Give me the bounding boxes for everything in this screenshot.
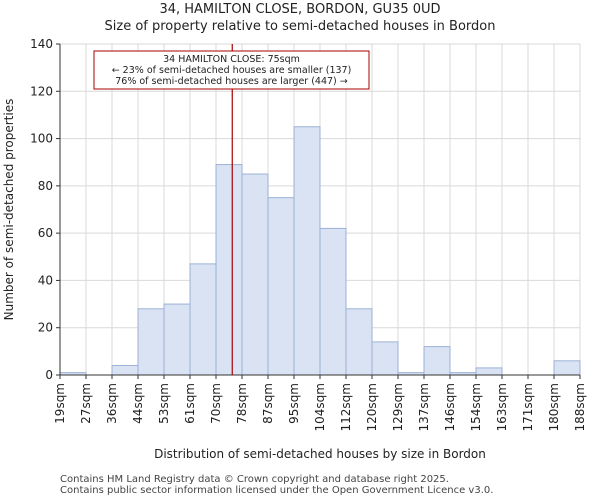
annotation-line: 34 HAMILTON CLOSE: 75sqm — [163, 54, 300, 65]
x-tick-label: 137sqm — [417, 383, 431, 431]
histogram-bar — [267, 197, 295, 376]
y-tick-label: 60 — [38, 226, 53, 240]
x-tick-label: 44sqm — [131, 383, 145, 424]
y-tick-label: 0 — [45, 368, 53, 382]
x-tick-label: 87sqm — [261, 383, 275, 424]
x-axis-label: Distribution of semi-detached houses by … — [154, 447, 486, 461]
histogram-bar — [371, 341, 399, 376]
y-axis-label: Number of semi-detached properties — [2, 99, 16, 321]
histogram-bar — [189, 263, 217, 376]
x-tick-label: 19sqm — [53, 383, 67, 424]
y-tick-label: 120 — [30, 84, 53, 98]
y-tick-label: 100 — [30, 132, 53, 146]
x-tick-label: 53sqm — [157, 383, 171, 424]
x-tick-label: 95sqm — [287, 383, 301, 424]
x-tick-label: 27sqm — [79, 383, 93, 424]
y-tick-label: 140 — [30, 37, 53, 51]
x-tick-label: 120sqm — [365, 383, 379, 431]
histogram-bar — [423, 346, 451, 376]
histogram-bar — [475, 367, 503, 376]
histogram-bar — [111, 365, 139, 376]
x-tick-label: 146sqm — [443, 383, 457, 431]
x-tick-label: 78sqm — [235, 383, 249, 424]
histogram-bar — [137, 308, 165, 376]
x-tick-label: 36sqm — [105, 383, 119, 424]
x-tick-label: 171sqm — [521, 383, 535, 431]
y-tick-label: 80 — [38, 179, 53, 193]
x-tick-label: 154sqm — [469, 383, 483, 431]
x-tick-label: 70sqm — [209, 383, 223, 424]
annotation-box — [93, 50, 370, 90]
x-tick-label: 188sqm — [573, 383, 587, 431]
y-tick-label: 40 — [38, 273, 53, 287]
histogram-bar — [163, 303, 191, 376]
annotation-line: ← 23% of semi-detached houses are smalle… — [112, 65, 352, 76]
histogram-bar — [319, 227, 347, 376]
histogram-bar — [345, 308, 373, 376]
histogram-bar — [293, 126, 321, 376]
footer-attribution-line1: Contains HM Land Registry data © Crown c… — [60, 474, 449, 485]
histogram-bar — [215, 164, 243, 376]
y-tick-label: 20 — [38, 321, 53, 335]
x-tick-label: 180sqm — [547, 383, 561, 431]
x-tick-label: 163sqm — [495, 383, 509, 431]
x-tick-label: 61sqm — [183, 383, 197, 424]
x-tick-label: 129sqm — [391, 383, 405, 431]
histogram-bar — [241, 173, 269, 376]
histogram-bar — [553, 360, 581, 376]
chart-title: 34, HAMILTON CLOSE, BORDON, GU35 0UD — [159, 2, 441, 17]
footer-attribution-line2: Contains public sector information licen… — [60, 485, 494, 496]
x-tick-label: 112sqm — [339, 383, 353, 431]
chart-subtitle: Size of property relative to semi-detach… — [104, 19, 496, 34]
annotation-line: 76% of semi-detached houses are larger (… — [115, 76, 348, 87]
x-tick-label: 104sqm — [313, 383, 327, 431]
